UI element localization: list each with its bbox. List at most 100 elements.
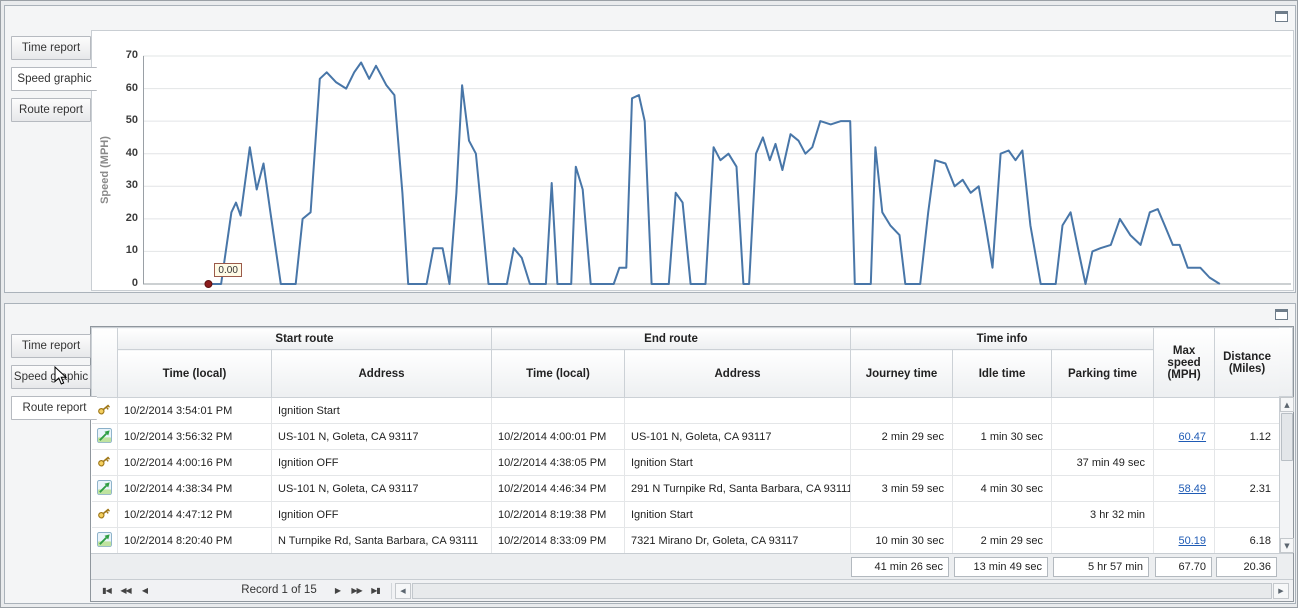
cell-start-address: US-101 N, Goleta, CA 93117: [271, 423, 492, 450]
vertical-scrollbar-thumb[interactable]: [1281, 413, 1293, 461]
pager-next-page-button[interactable]: ▶▶: [351, 586, 362, 595]
max-speed-link[interactable]: 58.49: [1178, 482, 1207, 495]
scroll-left-icon[interactable]: ◀: [395, 583, 411, 599]
cell-end-address: Ignition Start: [624, 501, 852, 528]
cell-distance: 2.31: [1214, 475, 1281, 502]
column-header-end-time[interactable]: Time (local): [491, 349, 625, 398]
point-label: 0.00: [214, 263, 242, 277]
scroll-down-icon[interactable]: ▼: [1280, 538, 1294, 553]
cell-end-time: 10/2/2014 8:19:38 PM: [491, 501, 625, 528]
summary-distance: 20.36: [1216, 557, 1277, 577]
grid-pager: ▮◀ ◀◀ ◀ Record 1 of 15 ▶ ▶▶ ▶▮ ◀ ▶: [91, 579, 1293, 601]
group-header-start-route[interactable]: Start route: [117, 327, 492, 350]
key-icon: [97, 404, 111, 419]
tab-route-report[interactable]: Route report: [11, 396, 97, 420]
report-tabstrip-top: Time report Speed graphic Route report: [11, 36, 101, 129]
cell-end-time: 10/2/2014 4:00:01 PM: [491, 423, 625, 450]
y-tick-label: 20: [125, 211, 138, 224]
pager-next-button[interactable]: ▶: [334, 586, 341, 595]
cell-start-address: US-101 N, Goleta, CA 93117: [271, 475, 492, 502]
y-tick-label: 40: [125, 146, 138, 159]
pager-status: Record 1 of 15: [241, 584, 317, 596]
cell-start-time: 10/2/2014 4:47:12 PM: [117, 501, 272, 528]
column-header-idle-time[interactable]: Idle time: [952, 349, 1053, 398]
route-icon: [96, 531, 112, 550]
maximize-icon[interactable]: [1275, 309, 1288, 320]
y-tick-label: 10: [125, 244, 138, 257]
cell-start-address: Ignition OFF: [271, 501, 492, 528]
pager-prev-page-button[interactable]: ◀◀: [120, 586, 131, 595]
column-header-end-address[interactable]: Address: [623, 349, 852, 398]
summary-journey-time: 41 min 26 sec: [851, 557, 949, 577]
tab-time-report[interactable]: Time report: [11, 334, 91, 358]
start-point-marker: [204, 280, 213, 288]
cell-idle-time: 2 min 29 sec: [952, 527, 1053, 554]
column-header-journey-time[interactable]: Journey time: [850, 349, 954, 398]
tab-time-report[interactable]: Time report: [11, 36, 91, 60]
cell-journey-time: 2 min 29 sec: [850, 423, 954, 450]
cell-start-time: 10/2/2014 3:54:01 PM: [117, 397, 272, 424]
cell-distance: [1214, 397, 1281, 424]
cell-parking-time: [1051, 397, 1155, 424]
cell-start-time: 10/2/2014 4:38:34 PM: [117, 475, 272, 502]
cell-start-address: N Turnpike Rd, Santa Barbara, CA 93111: [271, 527, 492, 554]
route-table: Start route End route Time info Max spee…: [91, 327, 1281, 554]
cell-journey-time: [850, 397, 954, 424]
table-row[interactable]: 10/2/2014 4:47:12 PM Ignition OFF 10/2/2…: [91, 501, 1281, 528]
column-header-max-speed[interactable]: Max speed (MPH): [1153, 327, 1216, 398]
scroll-right-icon[interactable]: ▶: [1273, 583, 1289, 599]
speed-chart[interactable]: Speed (MPH) 0 10 20 30 40 50 60 70 0.00: [91, 30, 1294, 291]
tab-route-report[interactable]: Route report: [11, 98, 91, 122]
tab-speed-graphic[interactable]: Speed graphic: [11, 67, 97, 91]
max-speed-link[interactable]: 60.47: [1178, 430, 1207, 443]
summary-parking-time: 5 hr 57 min: [1053, 557, 1149, 577]
horizontal-scrollbar-thumb[interactable]: [412, 583, 1272, 599]
table-row[interactable]: 10/2/2014 4:00:16 PM Ignition OFF 10/2/2…: [91, 449, 1281, 476]
speed-graphic-panel: Time report Speed graphic Route report S…: [4, 5, 1296, 293]
y-tick-label: 50: [125, 114, 138, 127]
cell-idle-time: 1 min 30 sec: [952, 423, 1053, 450]
max-speed-link[interactable]: 50.19: [1178, 534, 1207, 547]
pager-first-button[interactable]: ▮◀: [102, 586, 112, 595]
tab-speed-graphic[interactable]: Speed graphic: [11, 365, 91, 389]
column-header-distance[interactable]: Distance (Miles): [1214, 327, 1281, 398]
pager-last-button[interactable]: ▶▮: [371, 586, 381, 595]
cell-distance: 6.18: [1214, 527, 1281, 554]
cell-start-address: Ignition Start: [271, 397, 492, 424]
maximize-icon[interactable]: [1275, 11, 1288, 22]
cell-end-time: 10/2/2014 8:33:09 PM: [491, 527, 625, 554]
table-row[interactable]: 10/2/2014 3:56:32 PM US-101 N, Goleta, C…: [91, 423, 1281, 450]
cell-parking-time: [1051, 423, 1155, 450]
horizontal-scrollbar[interactable]: ◀ ▶: [391, 583, 1289, 599]
cell-start-time: 10/2/2014 4:00:16 PM: [117, 449, 272, 476]
cell-distance: [1214, 501, 1281, 528]
route-icon: [96, 479, 112, 498]
group-header-time-info[interactable]: Time info: [850, 327, 1155, 350]
cell-end-time: 10/2/2014 4:46:34 PM: [491, 475, 625, 502]
mouse-cursor-icon: [54, 366, 67, 385]
table-row[interactable]: 10/2/2014 3:54:01 PM Ignition Start: [91, 397, 1281, 424]
table-row[interactable]: 10/2/2014 8:20:40 PM N Turnpike Rd, Sant…: [91, 527, 1281, 554]
cell-end-address: 7321 Mirano Dr, Goleta, CA 93117: [624, 527, 852, 554]
group-header-end-route[interactable]: End route: [490, 327, 852, 350]
cell-end-address: Ignition Start: [624, 449, 852, 476]
column-header-start-time[interactable]: Time (local): [117, 349, 272, 398]
cell-journey-time: 10 min 30 sec: [850, 527, 954, 554]
column-header-start-address[interactable]: Address: [271, 349, 492, 398]
column-header-parking-time[interactable]: Parking time: [1051, 349, 1155, 398]
header-filler: [1279, 327, 1293, 397]
cell-parking-time: [1051, 527, 1155, 554]
cell-distance: [1214, 449, 1281, 476]
icon-column-header[interactable]: [91, 327, 118, 398]
cell-start-address: Ignition OFF: [271, 449, 492, 476]
cell-start-time: 10/2/2014 8:20:40 PM: [117, 527, 272, 554]
y-tick-label: 70: [125, 49, 138, 61]
table-row[interactable]: 10/2/2014 4:38:34 PM US-101 N, Goleta, C…: [91, 475, 1281, 502]
summary-max-speed: 67.70: [1155, 557, 1212, 577]
scroll-up-icon[interactable]: ▲: [1280, 397, 1294, 412]
cell-parking-time: [1051, 475, 1155, 502]
pager-prev-button[interactable]: ◀: [141, 586, 148, 595]
vertical-scrollbar[interactable]: ▲ ▼: [1279, 397, 1294, 553]
key-icon: [97, 456, 111, 471]
y-tick-label: 30: [125, 179, 138, 192]
